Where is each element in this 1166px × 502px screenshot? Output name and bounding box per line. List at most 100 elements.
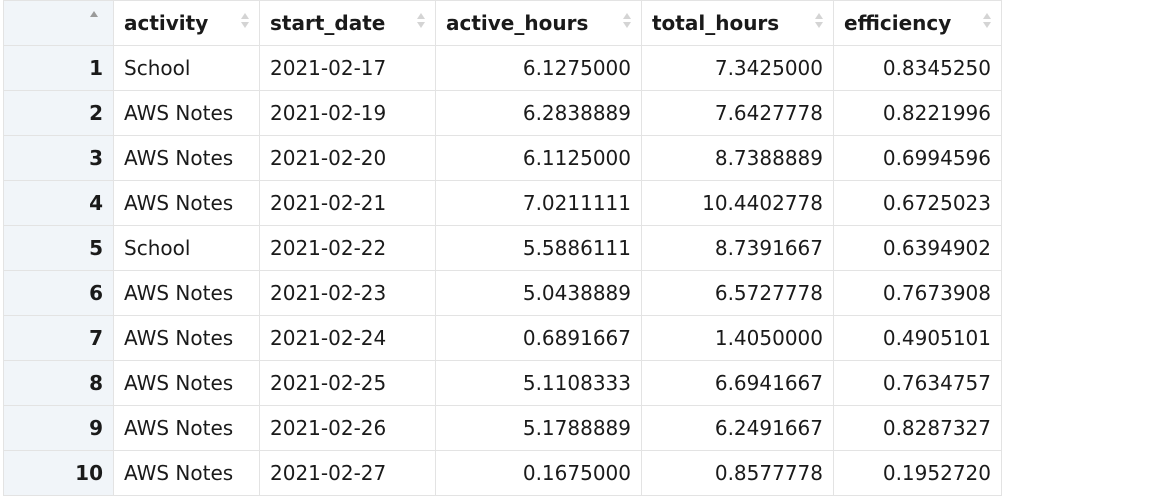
- cell-active-hours: 5.0438889: [435, 270, 642, 316]
- column-header-start-date[interactable]: start_date: [259, 0, 436, 46]
- column-header-row-index[interactable]: [3, 0, 114, 46]
- row-number: 7: [3, 315, 114, 361]
- cell-activity: AWS Notes: [113, 405, 260, 451]
- cell-activity: AWS Notes: [113, 270, 260, 316]
- cell-start-date: 2021-02-21: [259, 180, 436, 226]
- table-body: 1 School 2021-02-17 6.1275000 7.3425000 …: [3, 45, 1002, 496]
- sort-ascending-icon: [983, 13, 991, 19]
- cell-active-hours: 7.0211111: [435, 180, 642, 226]
- cell-active-hours: 5.1108333: [435, 360, 642, 406]
- cell-total-hours: 0.8577778: [641, 450, 834, 496]
- column-header-label: total_hours: [652, 11, 780, 35]
- cell-total-hours: 8.7391667: [641, 225, 834, 271]
- cell-activity: AWS Notes: [113, 90, 260, 136]
- cell-efficiency: 0.7673908: [833, 270, 1002, 316]
- cell-activity: AWS Notes: [113, 315, 260, 361]
- cell-active-hours: 5.5886111: [435, 225, 642, 271]
- cell-activity: School: [113, 225, 260, 271]
- header-row: activity start_date active_hours: [3, 0, 1002, 46]
- cell-active-hours: 6.1125000: [435, 135, 642, 181]
- cell-active-hours: 0.6891667: [435, 315, 642, 361]
- row-number: 4: [3, 180, 114, 226]
- sort-ascending-icon: [241, 13, 249, 19]
- cell-total-hours: 7.6427778: [641, 90, 834, 136]
- row-number: 2: [3, 90, 114, 136]
- sort-ascending-icon: [815, 13, 823, 19]
- table-row: 5 School 2021-02-22 5.5886111 8.7391667 …: [3, 225, 1002, 271]
- data-table: activity start_date active_hours: [3, 0, 1002, 496]
- row-number: 3: [3, 135, 114, 181]
- column-header-label: active_hours: [446, 11, 589, 35]
- row-number: 5: [3, 225, 114, 271]
- cell-active-hours: 6.1275000: [435, 45, 642, 91]
- cell-efficiency: 0.6725023: [833, 180, 1002, 226]
- cell-activity: AWS Notes: [113, 360, 260, 406]
- cell-activity: AWS Notes: [113, 450, 260, 496]
- row-number: 10: [3, 450, 114, 496]
- cell-efficiency: 0.4905101: [833, 315, 1002, 361]
- cell-total-hours: 6.2491667: [641, 405, 834, 451]
- cell-efficiency: 0.6994596: [833, 135, 1002, 181]
- cell-efficiency: 0.1952720: [833, 450, 1002, 496]
- row-number: 1: [3, 45, 114, 91]
- cell-efficiency: 0.6394902: [833, 225, 1002, 271]
- table-row: 10 AWS Notes 2021-02-27 0.1675000 0.8577…: [3, 450, 1002, 496]
- sort-descending-icon: [417, 22, 425, 28]
- column-header-label: efficiency: [844, 11, 952, 35]
- sort-ascending-icon: [417, 13, 425, 19]
- column-header-efficiency[interactable]: efficiency: [833, 0, 1002, 46]
- table-row: 3 AWS Notes 2021-02-20 6.1125000 8.73888…: [3, 135, 1002, 181]
- sort-arrows-icon[interactable]: [983, 13, 991, 31]
- cell-start-date: 2021-02-26: [259, 405, 436, 451]
- cell-active-hours: 6.2838889: [435, 90, 642, 136]
- sort-arrows-icon[interactable]: [815, 13, 823, 31]
- cell-total-hours: 10.4402778: [641, 180, 834, 226]
- cell-start-date: 2021-02-20: [259, 135, 436, 181]
- row-number: 9: [3, 405, 114, 451]
- table-row: 8 AWS Notes 2021-02-25 5.1108333 6.69416…: [3, 360, 1002, 406]
- column-header-label: start_date: [270, 11, 386, 35]
- cell-start-date: 2021-02-17: [259, 45, 436, 91]
- sort-descending-icon: [983, 22, 991, 28]
- cell-activity: AWS Notes: [113, 135, 260, 181]
- cell-activity: School: [113, 45, 260, 91]
- table-row: 4 AWS Notes 2021-02-21 7.0211111 10.4402…: [3, 180, 1002, 226]
- cell-active-hours: 0.1675000: [435, 450, 642, 496]
- cell-efficiency: 0.7634757: [833, 360, 1002, 406]
- sort-arrows-icon[interactable]: [623, 13, 631, 31]
- sort-ascending-icon: [90, 11, 98, 17]
- row-number: 6: [3, 270, 114, 316]
- column-header-label: activity: [124, 11, 209, 35]
- sort-arrows-icon[interactable]: [417, 13, 425, 31]
- sort-descending-icon: [815, 22, 823, 28]
- cell-start-date: 2021-02-23: [259, 270, 436, 316]
- cell-efficiency: 0.8221996: [833, 90, 1002, 136]
- cell-total-hours: 8.7388889: [641, 135, 834, 181]
- cell-total-hours: 1.4050000: [641, 315, 834, 361]
- cell-active-hours: 5.1788889: [435, 405, 642, 451]
- sort-arrows-icon[interactable]: [241, 13, 249, 31]
- cell-efficiency: 0.8287327: [833, 405, 1002, 451]
- table-row: 9 AWS Notes 2021-02-26 5.1788889 6.24916…: [3, 405, 1002, 451]
- cell-total-hours: 6.6941667: [641, 360, 834, 406]
- cell-efficiency: 0.8345250: [833, 45, 1002, 91]
- sort-ascending-icon: [623, 13, 631, 19]
- column-header-total-hours[interactable]: total_hours: [641, 0, 834, 46]
- table-row: 7 AWS Notes 2021-02-24 0.6891667 1.40500…: [3, 315, 1002, 361]
- column-header-active-hours[interactable]: active_hours: [435, 0, 642, 46]
- table-row: 1 School 2021-02-17 6.1275000 7.3425000 …: [3, 45, 1002, 91]
- sort-descending-icon: [623, 22, 631, 28]
- column-header-activity[interactable]: activity: [113, 0, 260, 46]
- sort-arrows-icon[interactable]: [90, 11, 98, 29]
- cell-activity: AWS Notes: [113, 180, 260, 226]
- cell-total-hours: 7.3425000: [641, 45, 834, 91]
- cell-total-hours: 6.5727778: [641, 270, 834, 316]
- sort-descending-icon: [241, 22, 249, 28]
- row-number: 8: [3, 360, 114, 406]
- cell-start-date: 2021-02-25: [259, 360, 436, 406]
- cell-start-date: 2021-02-27: [259, 450, 436, 496]
- cell-start-date: 2021-02-24: [259, 315, 436, 361]
- cell-start-date: 2021-02-19: [259, 90, 436, 136]
- table-row: 6 AWS Notes 2021-02-23 5.0438889 6.57277…: [3, 270, 1002, 316]
